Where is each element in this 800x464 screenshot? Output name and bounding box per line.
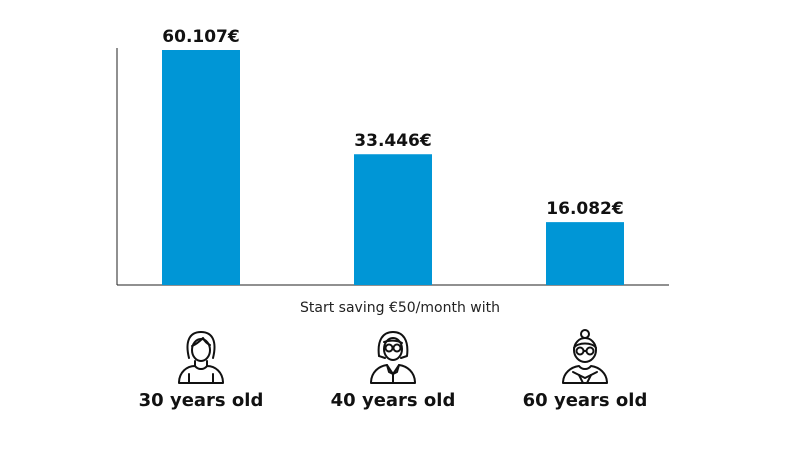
middle-aged-woman-icon — [370, 331, 416, 384]
bar-2 — [354, 154, 432, 285]
category-label: 30 years old — [138, 390, 264, 411]
category-40: 40 years old — [313, 328, 473, 411]
bar-value-label: 16.082€ — [546, 199, 623, 219]
category-60: 60 years old — [505, 328, 665, 411]
x-axis-title: Start saving €50/month with — [300, 300, 500, 316]
bar-3 — [546, 222, 624, 285]
young-woman-icon — [178, 331, 224, 384]
bar-chart: 60.107€ 33.446€ 16.082€ — [116, 27, 669, 286]
category-30: 30 years old — [121, 328, 281, 411]
bar-value-label: 33.446€ — [354, 131, 431, 151]
bar-value-label: 60.107€ — [162, 27, 239, 47]
category-label: 40 years old — [330, 390, 456, 411]
bar-1 — [162, 50, 240, 285]
elderly-woman-icon — [562, 329, 608, 384]
category-label: 60 years old — [522, 390, 648, 411]
